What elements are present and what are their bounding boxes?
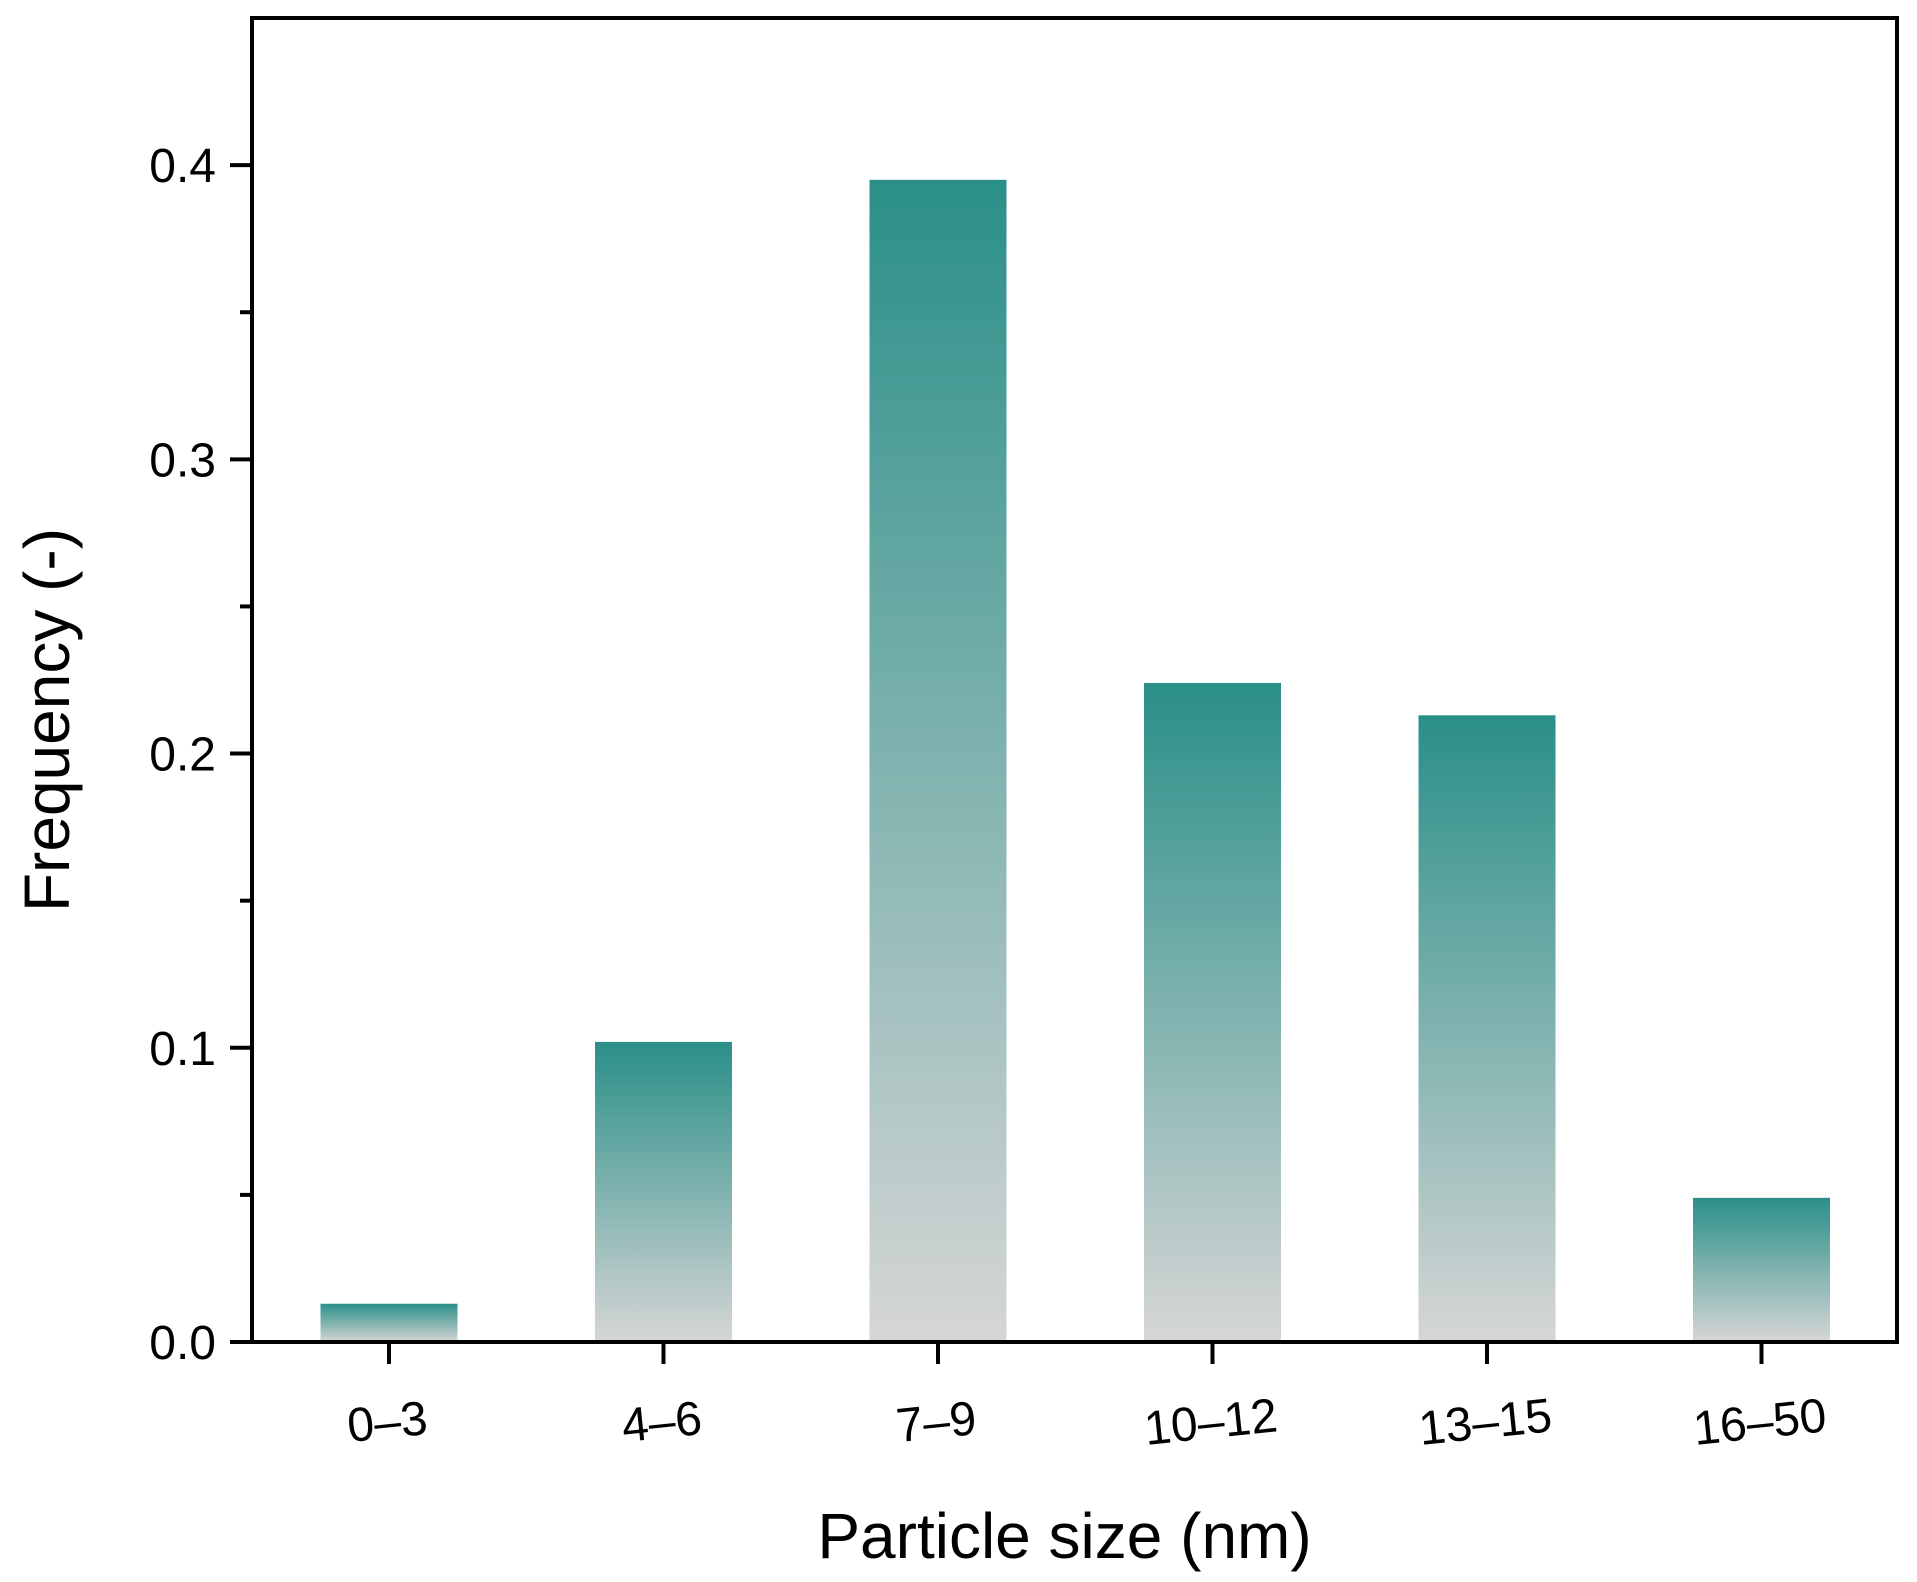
bar-6 xyxy=(1693,1197,1830,1342)
x-tick-label: 16–50 xyxy=(1691,1389,1829,1456)
x-axis-title: Particle size (nm) xyxy=(817,1500,1311,1572)
bar-3 xyxy=(869,179,1007,1342)
bar-5 xyxy=(1418,715,1556,1342)
y-tick-label: 0.3 xyxy=(149,434,216,487)
x-tick-label: 0–3 xyxy=(345,1392,430,1453)
bar-1 xyxy=(320,1303,458,1342)
plot-frame xyxy=(250,16,1899,1344)
y-tick-label: 0.0 xyxy=(149,1317,216,1370)
bars-layer xyxy=(320,179,1830,1342)
x-tick-label: 7–9 xyxy=(894,1392,979,1453)
y-axis-title: Frequency (-) xyxy=(11,528,83,912)
y-tick-label: 0.1 xyxy=(149,1023,216,1076)
y-tick-label: 0.2 xyxy=(149,729,216,782)
x-axis: 0–3 4–6 7–9 10–12 13–15 16–50 xyxy=(345,1342,1829,1456)
x-tick-label: 4–6 xyxy=(619,1392,704,1453)
x-tick-label: 13–15 xyxy=(1416,1389,1554,1456)
bar-4 xyxy=(1144,682,1281,1342)
y-tick-label: 0.4 xyxy=(149,140,216,193)
y-axis: 0.0 0.1 0.2 0.3 0.4 xyxy=(149,140,252,1370)
x-tick-label: 10–12 xyxy=(1142,1389,1280,1456)
bar-2 xyxy=(595,1041,732,1342)
